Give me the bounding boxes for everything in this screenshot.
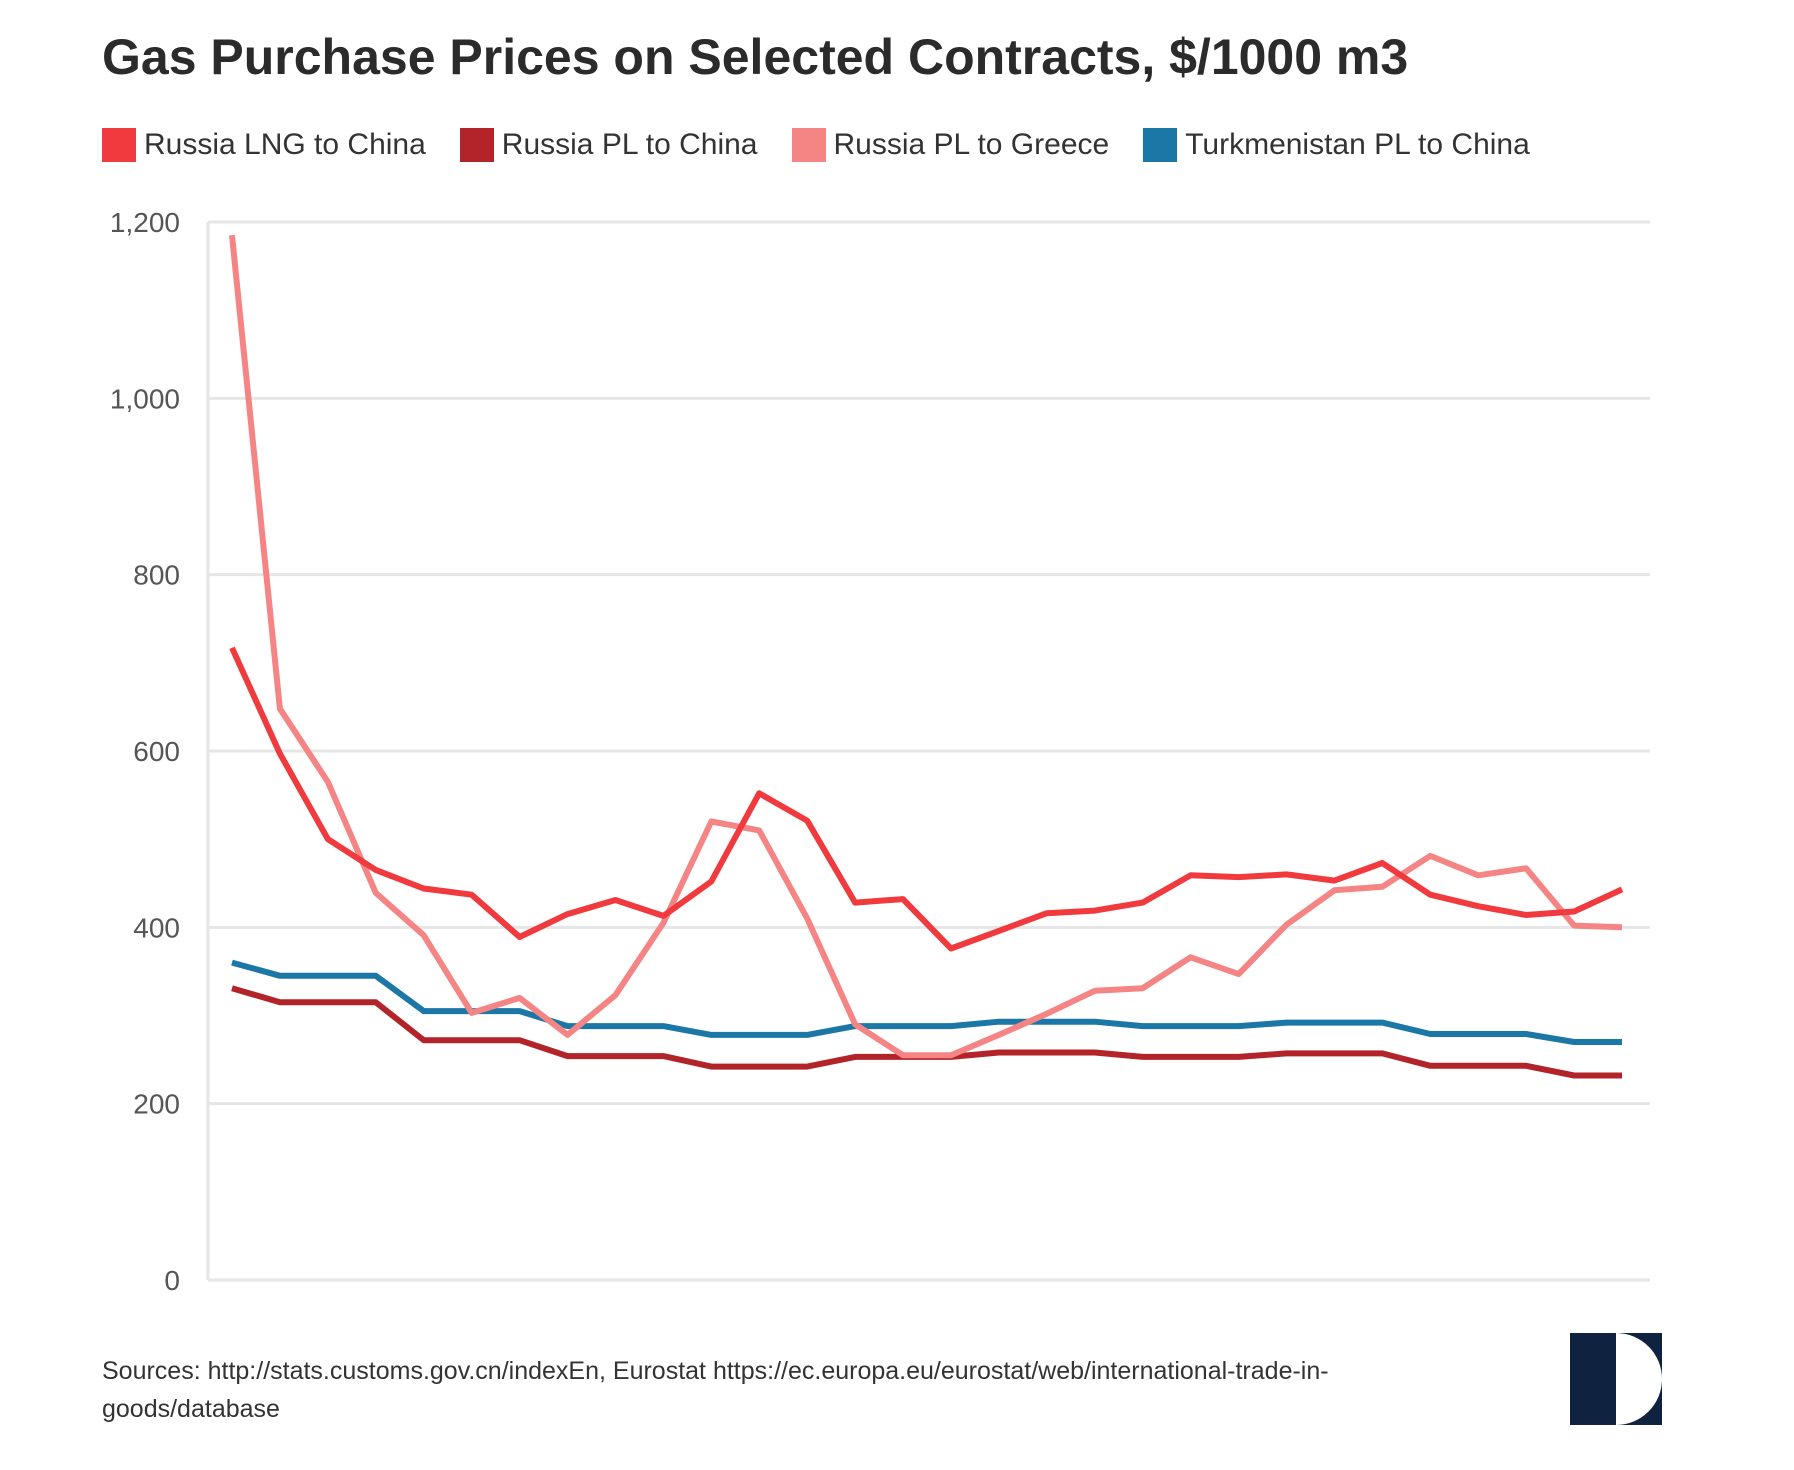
legend-swatch bbox=[791, 128, 826, 162]
legend-label: Turkmenistan PL to China bbox=[1185, 128, 1530, 161]
y-tick-label: 600 bbox=[133, 736, 180, 767]
grid-lines bbox=[208, 220, 1650, 1282]
y-tick-label: 800 bbox=[133, 560, 180, 591]
y-tick-label: 200 bbox=[133, 1089, 180, 1120]
legend-swatch bbox=[459, 128, 494, 162]
source-line-1: Sources: http://stats.customs.gov.cn/ind… bbox=[102, 1357, 1329, 1385]
legend-item-turkmenistan-pl-china[interactable]: Turkmenistan PL to China bbox=[1143, 128, 1530, 162]
y-axis: 0 200 400 600 800 1,000 1,200 bbox=[110, 207, 210, 1296]
legend-label: Russia LNG to China bbox=[144, 128, 426, 161]
y-tick-label: 0 bbox=[164, 1265, 180, 1296]
line-chart: 0 200 400 600 800 1,000 1,200 bbox=[110, 207, 1650, 1296]
legend-swatch bbox=[1143, 128, 1178, 162]
source-line-2: goods/database bbox=[102, 1395, 280, 1423]
y-tick-label: 1,000 bbox=[110, 383, 180, 414]
legend-label: Russia PL to China bbox=[501, 128, 758, 161]
series-lines bbox=[229, 234, 1624, 1079]
legend-swatch bbox=[102, 128, 136, 162]
chart-title: Gas Purchase Prices on Selected Contract… bbox=[102, 29, 1409, 85]
legend-item-russia-pl-greece[interactable]: Russia PL to Greece bbox=[791, 128, 1110, 162]
legend: Russia LNG to China Russia PL to China R… bbox=[102, 128, 1564, 162]
half-circle-logo-icon bbox=[1570, 1333, 1662, 1425]
series-line-turkmenistan-pl-to-china[interactable] bbox=[231, 959, 1622, 1045]
y-tick-label: 1,200 bbox=[110, 207, 180, 238]
series-line-russia-pl-to-greece[interactable] bbox=[229, 234, 1623, 1059]
source-note: Sources: http://stats.customs.gov.cn/ind… bbox=[102, 1352, 1502, 1428]
series-line-russia-lng-to-china[interactable] bbox=[229, 646, 1624, 952]
y-tick-label: 400 bbox=[133, 912, 180, 943]
legend-item-russia-pl-china[interactable]: Russia PL to China bbox=[459, 128, 758, 162]
legend-label: Russia PL to Greece bbox=[833, 128, 1110, 161]
legend-item-russia-lng-china[interactable]: Russia LNG to China bbox=[102, 128, 426, 162]
